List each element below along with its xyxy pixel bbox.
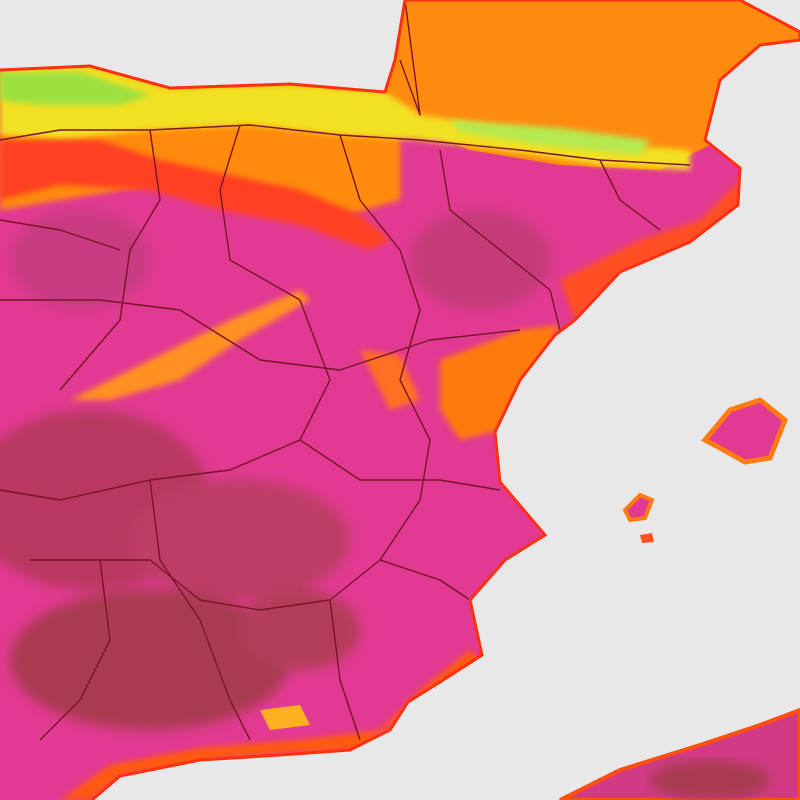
hot-area bbox=[650, 760, 770, 800]
border bbox=[30, 134, 431, 611]
cool-area bbox=[260, 705, 310, 730]
border bbox=[599, 159, 661, 231]
border bbox=[379, 559, 471, 601]
hot-area bbox=[240, 590, 360, 670]
coast-band bbox=[60, 650, 480, 800]
hot-area bbox=[410, 210, 550, 310]
province-borders bbox=[0, 0, 691, 741]
hot-areas bbox=[0, 210, 550, 730]
coast-band bbox=[560, 180, 740, 320]
hot-area bbox=[130, 480, 350, 600]
cool-area bbox=[360, 350, 420, 410]
border bbox=[149, 479, 251, 741]
border bbox=[299, 439, 501, 491]
border bbox=[0, 219, 121, 251]
cool-area bbox=[70, 290, 310, 400]
island-formentera bbox=[640, 533, 654, 543]
border bbox=[0, 124, 331, 501]
cold-band bbox=[0, 66, 690, 170]
hot-area bbox=[10, 590, 290, 730]
hot-area bbox=[10, 210, 150, 310]
warm-band bbox=[0, 140, 390, 250]
border bbox=[0, 299, 521, 371]
border bbox=[399, 0, 421, 116]
coast-band bbox=[440, 325, 560, 440]
island-ibiza bbox=[622, 492, 655, 523]
border bbox=[439, 149, 561, 331]
border bbox=[59, 129, 161, 391]
cold-band bbox=[0, 72, 150, 105]
island-mallorca bbox=[701, 397, 789, 465]
border bbox=[329, 599, 361, 741]
border bbox=[39, 559, 111, 741]
cold-band bbox=[450, 120, 650, 155]
